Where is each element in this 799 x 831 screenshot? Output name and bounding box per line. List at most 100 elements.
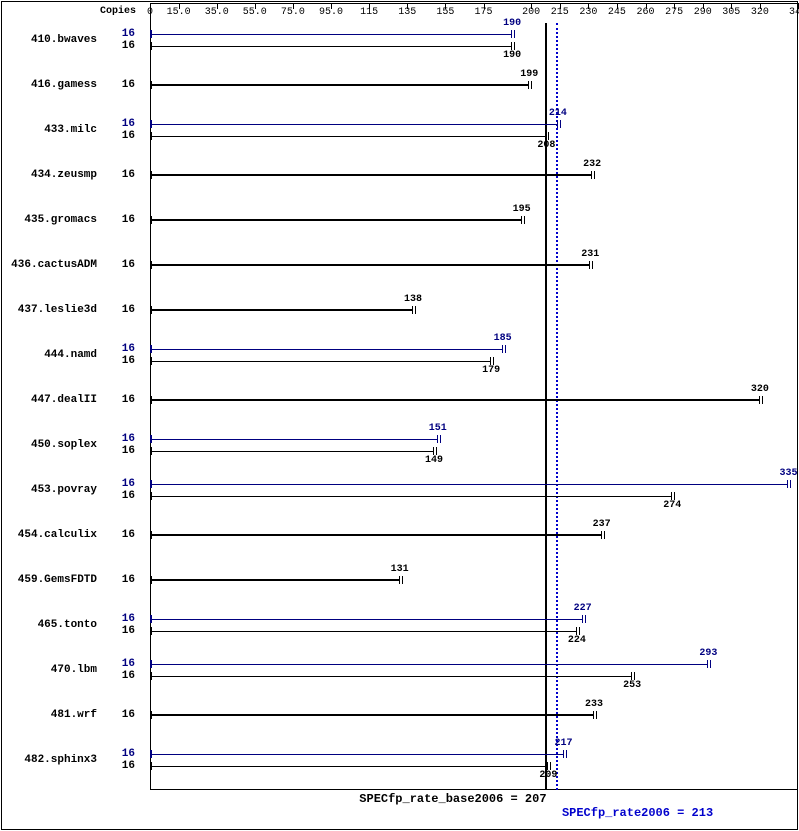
bar-line [150, 399, 760, 401]
bar-end-cap [545, 132, 546, 140]
bar-end-cap [531, 81, 532, 89]
copies-value: 16 [100, 433, 135, 445]
x-tick-label: 35.0 [205, 7, 229, 18]
bar-value-label: 190 [503, 18, 521, 29]
copies-value: 16 [100, 130, 135, 142]
bar-end-cap [437, 435, 438, 443]
bar-end-cap [493, 357, 494, 365]
x-tick-label: 75.0 [281, 7, 305, 18]
x-tick-label: 320 [751, 7, 769, 18]
bar-line [150, 136, 546, 137]
bar-value-label: 335 [779, 468, 797, 479]
copies-value: 16 [100, 445, 135, 457]
benchmark-label: 447.dealII [2, 394, 97, 406]
copies-value: 16 [100, 658, 135, 670]
x-tick-label: 290 [694, 7, 712, 18]
bar-value-label: 231 [581, 249, 599, 260]
x-tick-label: 215 [551, 7, 569, 18]
bar-value-label: 190 [503, 50, 521, 61]
bar-line [150, 579, 400, 581]
bar-line [150, 361, 491, 362]
bar-line [150, 534, 602, 536]
x-tick-label: 175 [475, 7, 493, 18]
bar-value-label: 217 [555, 738, 573, 749]
x-tick-label: 245 [608, 7, 626, 18]
bar-line [150, 264, 590, 266]
bar-end-cap [707, 660, 708, 668]
bar-end-cap [582, 615, 583, 623]
benchmark-label: 454.calculix [2, 529, 97, 541]
spec-rate-chart: 015.035.055.075.095.01151351551752002152… [0, 0, 799, 831]
x-tick-label: 155 [436, 7, 454, 18]
bar-end-cap [591, 171, 592, 179]
copies-value: 16 [100, 214, 135, 226]
x-tick-label: 200 [522, 7, 540, 18]
bar-value-label: 179 [482, 365, 500, 376]
x-tick-label: 135 [398, 7, 416, 18]
bar-value-label: 233 [585, 699, 603, 710]
bar-value-label: 224 [568, 635, 586, 646]
x-tick-label: 260 [637, 7, 655, 18]
bar-line [150, 34, 512, 35]
benchmark-label: 470.lbm [2, 664, 97, 676]
bar-end-cap [433, 447, 434, 455]
bar-line [150, 46, 512, 47]
bar-end-cap [634, 672, 635, 680]
bar-end-cap [550, 762, 551, 770]
bar-end-cap [557, 120, 558, 128]
bar-end-cap [436, 447, 437, 455]
x-tick-label: 230 [579, 7, 597, 18]
bar-end-cap [412, 306, 413, 314]
bar-end-cap [710, 660, 711, 668]
benchmark-label: 433.milc [2, 124, 97, 136]
benchmark-label: 434.zeusmp [2, 169, 97, 181]
bar-value-label: 227 [574, 603, 592, 614]
copies-header: Copies [100, 6, 145, 17]
bar-end-cap [402, 576, 403, 584]
benchmark-label: 459.GemsFDTD [2, 574, 97, 586]
bar-end-cap [787, 480, 788, 488]
benchmark-label: 444.namd [2, 349, 97, 361]
copies-value: 16 [100, 118, 135, 130]
bar-line [150, 631, 577, 632]
bar-line [150, 676, 632, 677]
bar-line [150, 174, 592, 176]
benchmark-label: 436.cactusADM [2, 259, 97, 271]
bar-end-cap [560, 120, 561, 128]
bar-end-cap [524, 216, 525, 224]
bar-line [150, 439, 438, 440]
bar-line [150, 766, 548, 767]
bar-value-label: 131 [391, 564, 409, 575]
bar-value-label: 232 [583, 159, 601, 170]
bar-value-label: 208 [537, 140, 555, 151]
bar-value-label: 185 [494, 333, 512, 344]
copies-value: 16 [100, 760, 135, 772]
copies-value: 16 [100, 748, 135, 760]
bar-end-cap [415, 306, 416, 314]
x-tick-label: 340 [789, 7, 799, 18]
bar-value-label: 214 [549, 108, 567, 119]
copies-value: 16 [100, 670, 135, 682]
bar-value-label: 293 [699, 648, 717, 659]
base-summary-label: SPECfp_rate_base2006 = 207 [359, 792, 546, 806]
bar-value-label: 138 [404, 294, 422, 305]
copies-value: 16 [100, 355, 135, 367]
x-tick-label: 0 [147, 7, 153, 18]
bar-end-cap [589, 261, 590, 269]
copies-value: 16 [100, 478, 135, 490]
copies-value: 16 [100, 40, 135, 52]
x-tick-label: 305 [722, 7, 740, 18]
copies-value: 16 [100, 343, 135, 355]
bar-end-cap [762, 396, 763, 404]
bar-value-label: 320 [751, 384, 769, 395]
bar-line [150, 219, 522, 221]
bar-end-cap [576, 627, 577, 635]
benchmark-label: 416.gamess [2, 79, 97, 91]
bar-end-cap [631, 672, 632, 680]
bar-end-cap [514, 42, 515, 50]
bar-line [150, 309, 413, 311]
copies-value: 16 [100, 79, 135, 91]
bar-line [150, 619, 583, 620]
bar-line [150, 451, 434, 452]
bar-end-cap [399, 576, 400, 584]
